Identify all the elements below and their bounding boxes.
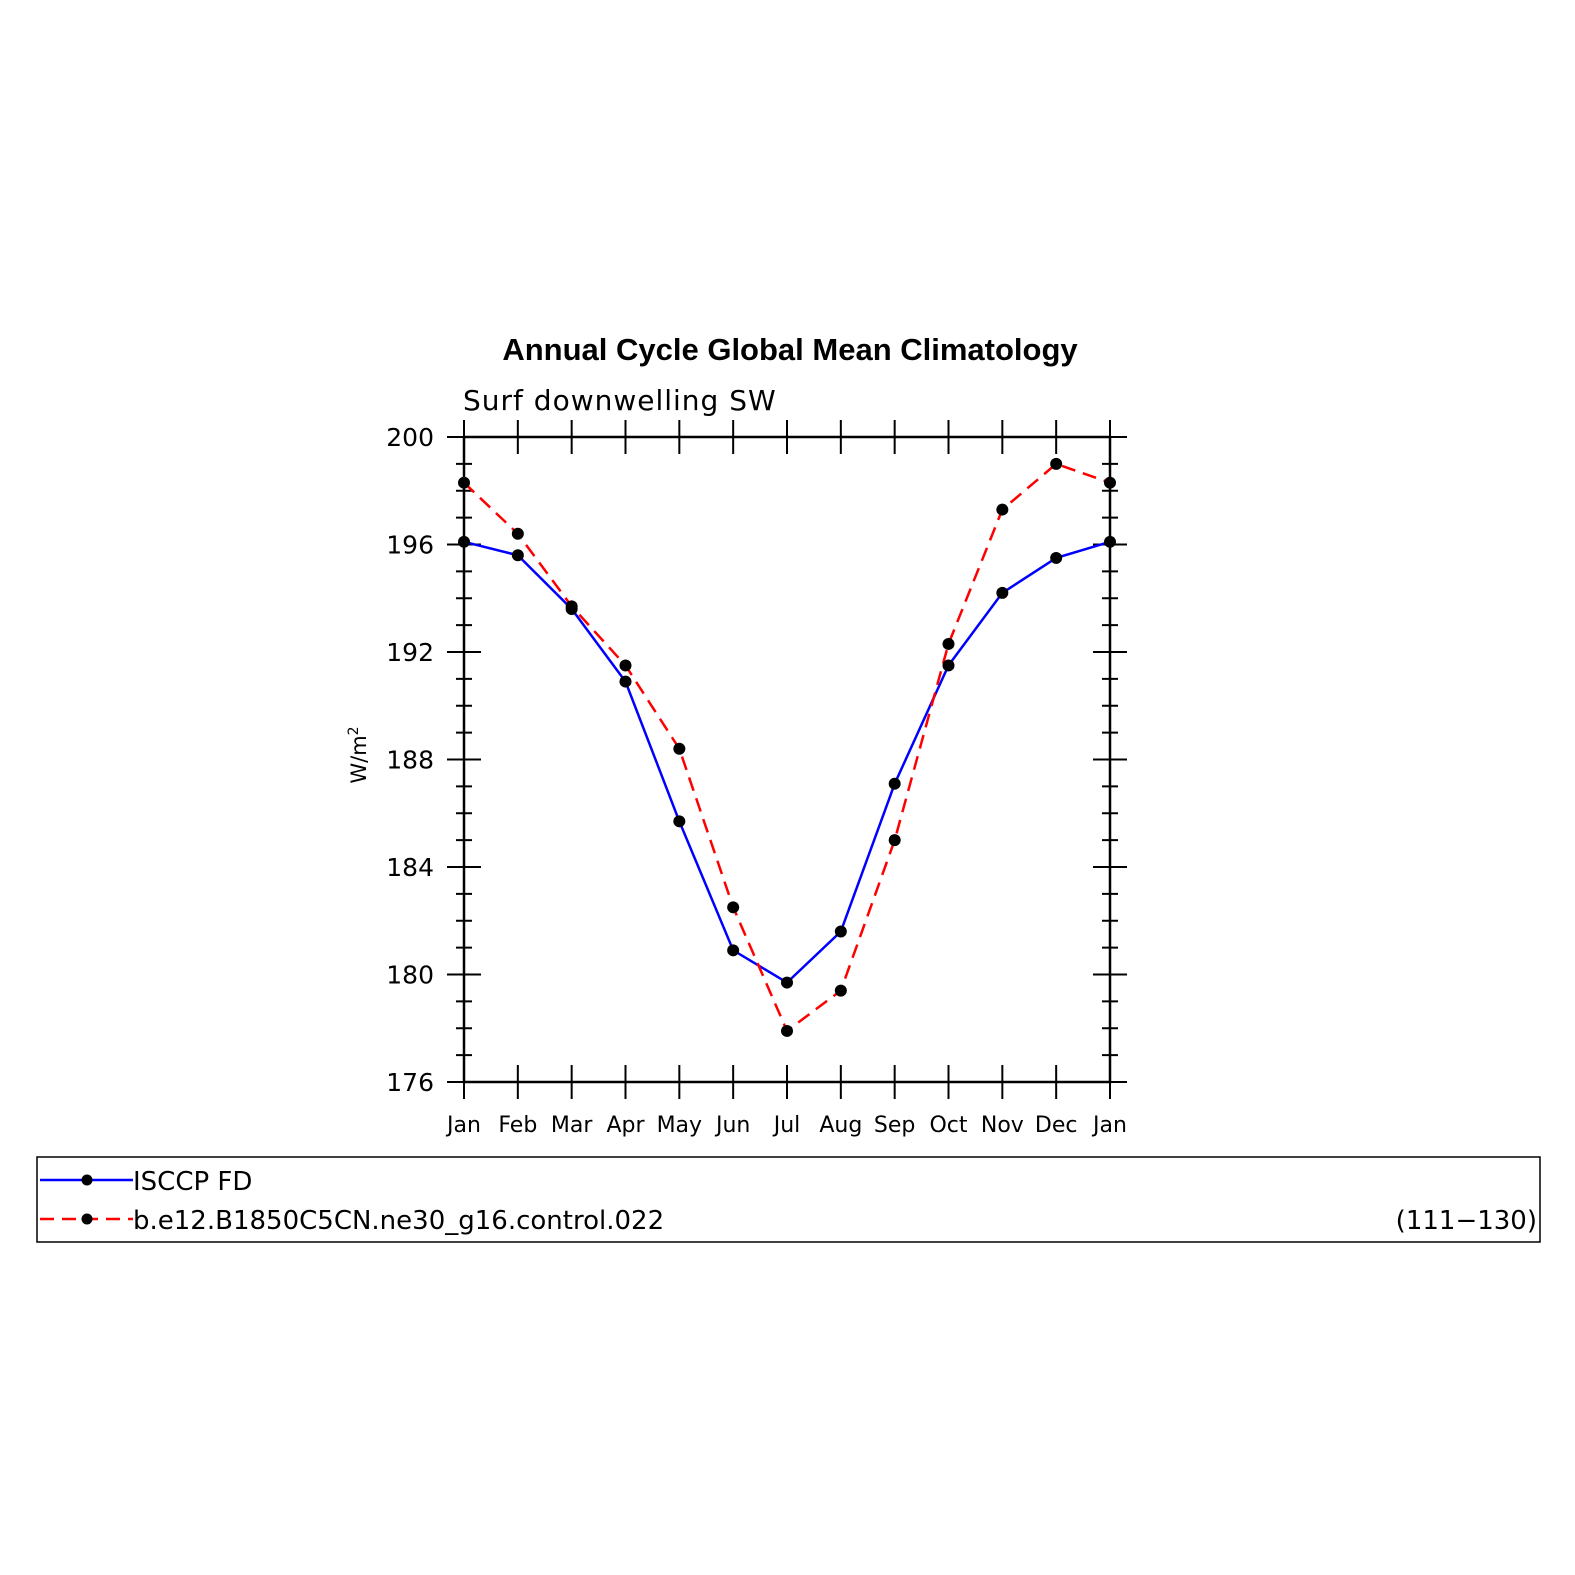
x-tick-label: Jul: [772, 1113, 801, 1138]
legend-label-model: b.e12.B1850C5CN.ne30_g16.control.022: [133, 1206, 664, 1236]
series-1-point: [1050, 457, 1063, 470]
series-0-point: [1104, 535, 1116, 548]
series-0-point: [996, 586, 1009, 599]
series-0-point: [511, 549, 524, 562]
x-tick-label: May: [657, 1113, 702, 1138]
x-tick-label: Jan: [445, 1113, 481, 1138]
series-1-point: [619, 659, 632, 672]
legend-marker-isccp: [81, 1174, 93, 1186]
y-tick-label: 184: [386, 853, 434, 882]
y-tick-label: 176: [386, 1068, 434, 1097]
series-1-point: [1104, 476, 1116, 489]
legend: ISCCP FD b.e12.B1850C5CN.ne30_g16.contro…: [36, 1156, 1541, 1243]
series-0-point: [619, 675, 632, 688]
legend-box: [36, 1156, 1541, 1243]
x-tick-label: Sep: [874, 1113, 915, 1138]
series-1-point: [942, 637, 955, 650]
series-1-point: [888, 834, 901, 847]
series-layer: [458, 457, 1116, 1037]
series-line-1: [463, 462, 1111, 1033]
series-0-point: [834, 925, 847, 938]
x-tick-label: Feb: [498, 1113, 537, 1138]
series-0-point: [727, 944, 740, 957]
series-0-point: [458, 535, 470, 548]
series-1-point: [834, 984, 847, 997]
axes: 176 180 184 188 192 196 200 Jan Feb Mar Apr May Jun J…: [386, 420, 1127, 1138]
legend-marker-model: [81, 1213, 93, 1225]
series-1-point: [781, 1024, 793, 1037]
y-tick-label: 180: [386, 961, 434, 990]
y-tick-label: 192: [386, 638, 434, 667]
x-tick-label: Oct: [929, 1113, 967, 1138]
x-tick-label: Aug: [819, 1113, 862, 1138]
series-1-point: [996, 503, 1009, 516]
legend-label-isccp: ISCCP FD: [133, 1167, 252, 1197]
series-1-point: [458, 476, 470, 489]
x-tick-label: Dec: [1035, 1113, 1078, 1138]
x-tick-label: Jan: [1091, 1113, 1127, 1138]
series-0-point: [781, 976, 793, 989]
y-tick-label: 196: [386, 531, 434, 560]
y-axis-label: W/m2: [346, 726, 371, 783]
x-tick-label: Jun: [714, 1113, 750, 1138]
x-tick-label: Mar: [551, 1113, 593, 1138]
legend-note: (111−130): [1396, 1206, 1537, 1236]
chart-title: Annual Cycle Global Mean Climatology: [502, 332, 1078, 367]
y-tick-label: 188: [386, 746, 434, 775]
series-0-point: [673, 815, 686, 828]
series-0-point: [1050, 551, 1063, 564]
chart-subtitle: Surf downwelling SW: [463, 384, 777, 417]
series-line-0: [463, 540, 1111, 985]
series-1-point: [565, 600, 578, 613]
y-tick-label: 200: [386, 423, 434, 452]
series-0-point: [942, 659, 955, 672]
x-tick-label: Nov: [981, 1113, 1024, 1138]
series-1-point: [727, 901, 740, 914]
series-1-point: [673, 742, 686, 755]
series-1-point: [511, 527, 524, 540]
series-0-point: [888, 777, 901, 790]
x-tick-label: Apr: [606, 1113, 645, 1138]
